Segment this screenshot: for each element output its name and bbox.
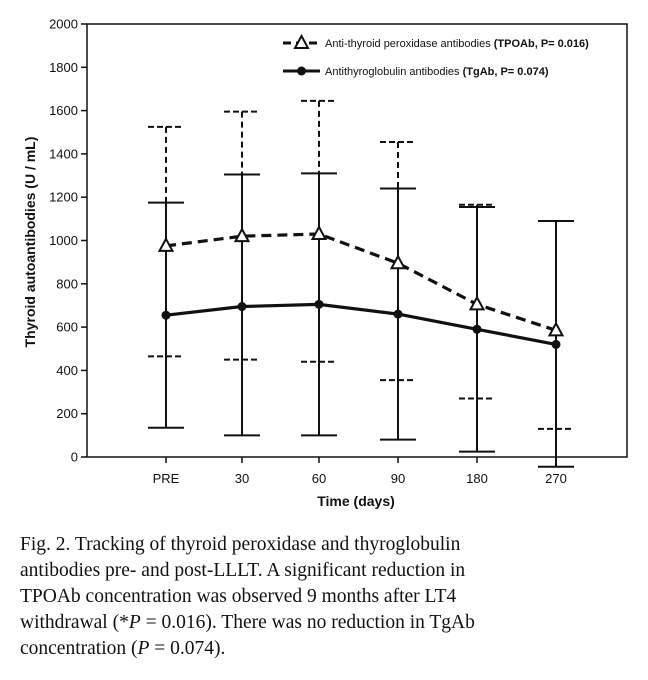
data-point-tpoab [233,227,251,243]
data-point-tpoab [547,321,565,337]
series-lines [165,232,557,346]
series-line-tgab [165,302,557,346]
y-tick-label: 200 [56,406,78,421]
data-point-tgab [314,299,324,309]
data-point-tgab [472,324,482,334]
y-axis-title: Thyroid autoantibodies (U / mL) [22,137,38,348]
caption-line-2: antibodies pre- and post-LLLT. A signifi… [20,560,466,581]
caption-line-3: TPOAb concentration was observed 9 month… [20,586,457,607]
legend-label-tgab: Antithyroglobulin antibodies (TgAb, P= 0… [325,66,549,78]
data-point-tpoab [310,224,328,241]
y-tick-label: 2000 [49,17,78,32]
y-tick-label: 400 [56,363,78,378]
data-point-tpoab [468,295,486,311]
caption-line-4: withdrawal (*P = 0.016). There was no re… [20,612,475,633]
x-tick-label: 270 [545,471,567,486]
y-tick-label: 1200 [49,190,78,205]
x-tick-label: 90 [391,471,405,486]
y-tick-label: 1400 [49,146,78,161]
series-markers [157,224,565,349]
legend-marker-tpoab [293,33,310,49]
data-point-tgab [161,310,171,320]
error-bars [148,99,574,468]
data-point-tpoab [389,254,407,270]
x-tick-label: 180 [466,471,488,486]
caption-line-5: concentration (P = 0.074). [20,638,226,659]
chart-figure: 0 200 400 600 800 1000 1200 1400 1600 1800 2000 PRE… [22,17,628,509]
y-tick-label: 0 [71,450,78,465]
series-line-tpoab [165,232,557,332]
data-point-tpoab [157,236,175,252]
legend-label-tpoab: Anti-thyroid peroxidase antibodies (TPOA… [325,38,589,50]
legend-box [283,28,617,90]
data-point-tgab [551,339,561,349]
y-tick-label: 1800 [49,60,78,75]
x-tick-label: PRE [153,471,180,486]
legend: Anti-thyroid peroxidase antibodies (TPOA… [283,28,617,90]
caption-line-1: Fig. 2. Tracking of thyroid peroxidase a… [20,534,461,555]
axes: 0 200 400 600 800 1000 1200 1400 1600 1800 2000 PRE… [49,17,628,486]
y-tick-label: 800 [56,276,78,291]
x-tick-label: 30 [235,471,249,486]
y-tick-label: 1000 [49,233,78,248]
x-axis-title: Time (days) [317,493,395,509]
y-tick-label: 1600 [49,103,78,118]
legend-marker-tgab [297,66,306,76]
data-point-tgab [237,302,247,312]
y-tick-label: 600 [56,320,78,335]
figure-caption: Fig. 2. Tracking of thyroid peroxidase a… [20,532,628,662]
data-point-tgab [393,309,403,319]
chart-svg: 0 200 400 600 800 1000 1200 1400 1600 1800 2000 PRE… [22,17,628,509]
x-tick-label: 60 [312,471,326,486]
